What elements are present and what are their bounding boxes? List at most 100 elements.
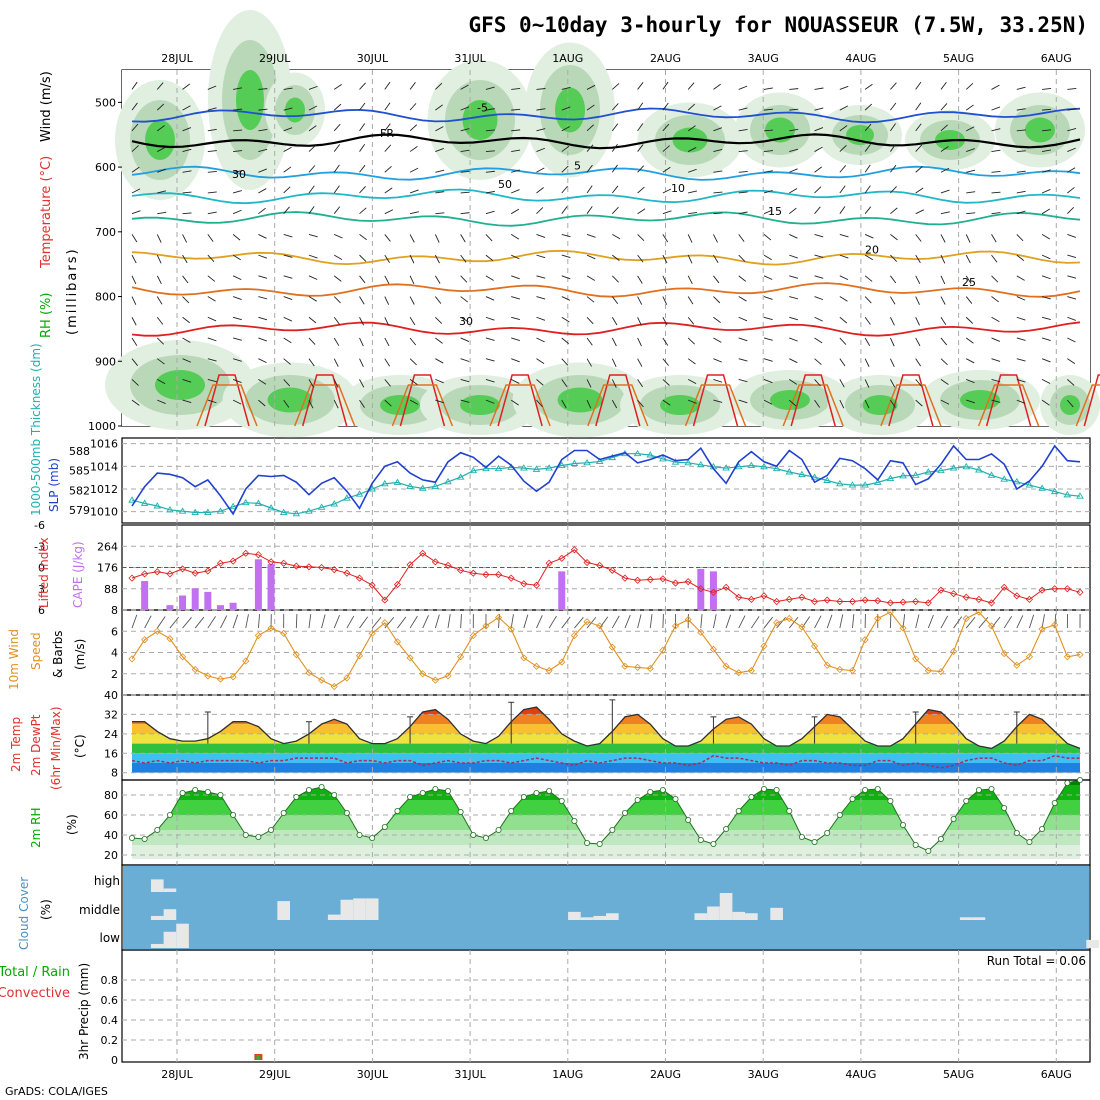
lifted-point: [254, 551, 262, 559]
wind-barb: [536, 108, 546, 111]
date-axis: 28JUL 28JUL 29JUL 29JUL 30JUL 30JUL 31JUL 31JUL…: [161, 52, 1072, 1081]
wind-barb: [258, 254, 268, 259]
lifted-point: [532, 581, 541, 589]
wind10m-barb: [574, 617, 584, 629]
label-rh: RH (%): [39, 293, 54, 338]
wind-barb: [485, 190, 495, 194]
run-total: Run Total = 0.06: [987, 954, 1086, 968]
wind-barb: [814, 254, 824, 258]
rh-point: [495, 827, 502, 834]
wind-barb: [586, 337, 593, 346]
rh-point: [1026, 839, 1033, 846]
wind-barb: [561, 145, 570, 152]
wind-barb: [839, 185, 846, 194]
wind-barb: [586, 206, 593, 214]
wind-barb: [258, 337, 268, 342]
wind-barb: [333, 103, 342, 111]
rh-region-high: [267, 387, 313, 413]
wind10m-barb: [839, 614, 844, 629]
rh-line: [131, 779, 1081, 852]
date-label-bottom: 5AUG: [943, 1068, 974, 1081]
wind-barb: [435, 191, 445, 194]
wind10m-point: [178, 653, 187, 661]
wind-barb: [738, 211, 748, 215]
wind-barb: [966, 212, 976, 215]
wind-barb: [789, 233, 798, 239]
wind-barb: [839, 233, 849, 238]
wind-barb: [915, 399, 923, 407]
wind-barb: [409, 103, 417, 111]
cloud-bar-middle: [606, 913, 619, 920]
precip-tick-label: 0.8: [101, 974, 119, 987]
cape-bar: [709, 571, 717, 610]
lifted-point: [1000, 583, 1008, 591]
wind-barb: [207, 171, 217, 173]
rh-point: [305, 787, 312, 794]
wind-barb: [561, 316, 570, 323]
wind-barb: [384, 337, 390, 347]
temp-band: [132, 733, 1080, 744]
wind-barb: [763, 275, 773, 280]
wind-barb: [460, 212, 470, 215]
wind10m-point: [684, 615, 692, 624]
frame-slp: [121, 437, 1091, 524]
wind-barb: [890, 143, 896, 152]
date-label-bottom: 4AUG: [845, 1068, 876, 1081]
wind-barb: [460, 275, 468, 283]
wind-barb: [207, 358, 217, 362]
date-label-bottom: 3AUG: [748, 1068, 779, 1081]
wind-barb: [738, 399, 748, 404]
wind-barb: [814, 379, 821, 387]
wind-barb: [156, 337, 165, 345]
lifted-point: [229, 557, 237, 565]
wind-barb: [334, 254, 343, 261]
wind10m-point: [950, 647, 958, 656]
wind-barb: [1016, 316, 1026, 321]
temp-band: [132, 763, 1080, 773]
wind-barb: [384, 399, 392, 407]
wind-barb: [713, 296, 721, 304]
wind-barb: [536, 275, 546, 279]
lifted-point: [924, 599, 932, 607]
wind-barb: [511, 169, 520, 173]
wind-barb: [233, 129, 243, 132]
rh-region-high: [555, 87, 585, 133]
wind-barb: [763, 209, 773, 215]
wind-barb: [207, 107, 217, 111]
wind10m-point: [1013, 661, 1021, 669]
lifted-point: [608, 566, 616, 574]
rh-point: [596, 841, 603, 848]
wind-barb: [233, 170, 243, 173]
wind-barb: [586, 84, 596, 90]
wind-barb: [814, 275, 824, 279]
wind-barb: [839, 125, 848, 132]
thickness-point: [557, 461, 566, 468]
rh-tick-label: 60: [104, 809, 118, 822]
wind10m-barb: [409, 615, 418, 629]
wind-barb: [1042, 88, 1052, 90]
temp-band: [132, 724, 1080, 734]
wind-barb: [788, 399, 797, 407]
wind-barb: [789, 207, 797, 215]
wind-barb: [232, 399, 242, 405]
thickness-point: [848, 481, 857, 488]
wind-barb: [839, 337, 847, 345]
wind-barb: [839, 379, 845, 388]
lifted-tick-label: 0: [38, 562, 45, 575]
lifted-tick-label: -3: [34, 540, 45, 553]
wind-barb: [182, 337, 191, 343]
rh-point: [141, 836, 148, 843]
rh-region-high: [155, 370, 205, 400]
wind-barb: [839, 254, 849, 259]
wind10m-point: [431, 676, 439, 684]
wind-barb: [965, 337, 974, 344]
precip-tick-label: 0.6: [101, 994, 119, 1007]
wind-barb: [839, 165, 847, 173]
cape-bar: [229, 602, 237, 610]
thickness-point: [545, 464, 553, 471]
cape-bar: [204, 591, 212, 610]
wind-barb: [662, 379, 670, 386]
rh-point: [533, 790, 540, 797]
wind-barb: [561, 206, 568, 214]
wind10m-point: [671, 622, 680, 630]
